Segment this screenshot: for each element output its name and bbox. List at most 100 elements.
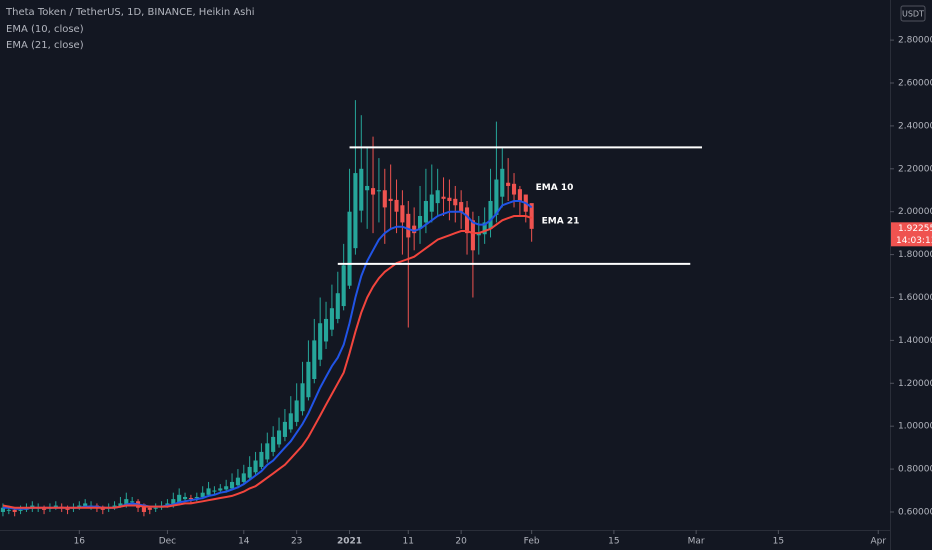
candle-body xyxy=(300,383,305,412)
candle-body xyxy=(312,340,317,380)
legend-entry: EMA (21, close) xyxy=(6,40,84,51)
candle-body xyxy=(182,496,188,500)
candle-body xyxy=(224,486,229,490)
y-tick-label: 1.80000 xyxy=(898,250,932,260)
candle-body xyxy=(441,196,446,199)
candle-body xyxy=(370,188,376,195)
y-tick-label: 1.60000 xyxy=(898,293,932,303)
x-tick-label: 14 xyxy=(238,537,250,547)
candle-body xyxy=(188,498,193,500)
candle-body xyxy=(12,509,17,512)
y-tick-label: 0.60000 xyxy=(898,507,932,517)
last-price: 1.92255 xyxy=(898,224,932,234)
candle-body xyxy=(406,213,411,238)
x-tick-label: Feb xyxy=(524,537,540,547)
y-tick-label: 1.00000 xyxy=(898,422,932,432)
candle-body xyxy=(388,198,393,201)
candle-body xyxy=(177,494,182,503)
candle-body xyxy=(470,220,475,251)
y-tick-label: 2.20000 xyxy=(898,164,932,174)
candle-body xyxy=(323,318,329,342)
candle-body xyxy=(288,413,293,430)
candle-body xyxy=(42,507,47,510)
candle-body xyxy=(359,168,364,211)
candle-body xyxy=(212,490,217,492)
x-tick-label: 23 xyxy=(291,537,302,547)
candle-body xyxy=(341,265,346,307)
candle-body xyxy=(276,430,282,445)
candle-body xyxy=(459,202,464,212)
ema-label: EMA 10 xyxy=(536,183,574,193)
candle-body xyxy=(153,507,158,509)
candle-body xyxy=(506,182,511,186)
candle-body xyxy=(130,501,135,503)
candle-body xyxy=(435,190,440,204)
candle-body xyxy=(77,505,82,508)
candle-body xyxy=(335,293,340,319)
candle-body xyxy=(353,173,358,249)
candle-body xyxy=(494,179,499,215)
candle-body xyxy=(500,168,505,197)
candle-body xyxy=(412,225,417,234)
candle-body xyxy=(394,199,399,212)
candle-body xyxy=(488,200,493,229)
countdown: 14:03:13 xyxy=(896,236,932,246)
candle-body xyxy=(265,443,270,460)
candle-body xyxy=(112,505,117,508)
candle-body xyxy=(511,183,517,195)
currency-label[interactable]: USDT xyxy=(902,10,924,19)
candle-body xyxy=(83,503,88,507)
candle-body xyxy=(6,509,11,511)
candle-body xyxy=(259,451,264,467)
candle-body xyxy=(306,361,311,398)
candle-body xyxy=(294,400,299,422)
candle-body xyxy=(147,507,152,510)
candle-body xyxy=(529,203,534,229)
candle-body xyxy=(347,211,352,286)
legend-entry: EMA (10, close) xyxy=(6,24,84,35)
candle-body xyxy=(429,194,434,212)
candle-body xyxy=(200,492,205,497)
y-tick-label: 1.40000 xyxy=(898,336,932,346)
candle-body xyxy=(282,421,287,437)
x-tick-label: Mar xyxy=(688,537,705,547)
y-tick-label: 2.40000 xyxy=(898,121,932,131)
candle-body xyxy=(318,323,323,360)
currency-box[interactable] xyxy=(900,5,926,22)
candle-body xyxy=(241,473,246,482)
y-tick-label: 0.80000 xyxy=(898,465,932,475)
candle-body xyxy=(171,499,176,506)
candle-body xyxy=(65,507,70,510)
candle-body xyxy=(271,436,276,452)
x-tick-label: 15 xyxy=(608,537,619,547)
x-tick-label: Dec xyxy=(159,537,176,547)
ema-label: EMA 21 xyxy=(542,217,580,227)
x-tick-label: 11 xyxy=(403,537,414,547)
candle-body xyxy=(365,185,370,191)
y-tick-label: 2.00000 xyxy=(898,207,932,217)
x-tick-label: 20 xyxy=(455,537,467,547)
candle-body xyxy=(423,200,428,223)
candle-body xyxy=(453,198,458,206)
candle-body xyxy=(400,205,405,223)
candle-body xyxy=(447,197,452,201)
ema-line xyxy=(2,200,533,510)
candle-body xyxy=(235,477,240,486)
candle-body xyxy=(206,488,211,495)
candle-body xyxy=(329,308,334,330)
candle-body xyxy=(194,496,199,499)
candle-body xyxy=(464,207,470,234)
x-tick-label: Apr xyxy=(870,537,886,547)
price-badge xyxy=(891,222,932,247)
x-tick-label: 15 xyxy=(773,537,784,547)
candle-body xyxy=(517,189,522,201)
candle-body xyxy=(18,509,23,511)
x-tick-label: 2021 xyxy=(337,537,362,547)
candle-body xyxy=(476,233,481,236)
candle-body xyxy=(482,222,487,235)
candle-body xyxy=(218,488,223,491)
ema-line xyxy=(2,215,533,509)
